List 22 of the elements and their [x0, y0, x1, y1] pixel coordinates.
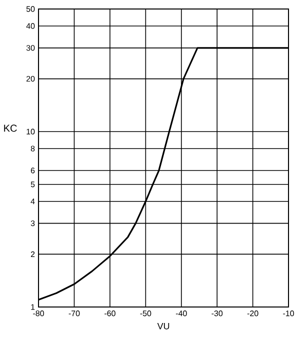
- y-axis-title: KC: [4, 124, 18, 132]
- x-tick-label: -60: [104, 310, 116, 316]
- x-tick-label: -70: [69, 310, 80, 316]
- y-tick-label: 3: [31, 220, 35, 226]
- y-tick-label: 20: [26, 76, 35, 82]
- y-tick-label: 40: [26, 23, 35, 29]
- x-tick-label: -50: [140, 310, 152, 316]
- y-tick-label: 10: [26, 128, 35, 134]
- y-tick-label: 30: [26, 45, 35, 51]
- x-tick-label: -30: [212, 310, 223, 316]
- x-axis-title: VU: [158, 323, 170, 330]
- x-tick-label: -10: [283, 310, 294, 316]
- y-tick-label: 4: [30, 198, 35, 204]
- x-tick-label: -80: [33, 310, 44, 316]
- y-tick-label: 50: [26, 6, 35, 12]
- y-tick-label: 2: [31, 251, 35, 257]
- y-tick-label: 6: [31, 168, 35, 174]
- y-tick-label: 8: [31, 146, 35, 152]
- y-tick-label: 1: [31, 304, 35, 310]
- y-tick-label: 5: [31, 182, 35, 188]
- x-tick-label: -20: [248, 310, 258, 316]
- x-tick-label: -40: [176, 310, 188, 316]
